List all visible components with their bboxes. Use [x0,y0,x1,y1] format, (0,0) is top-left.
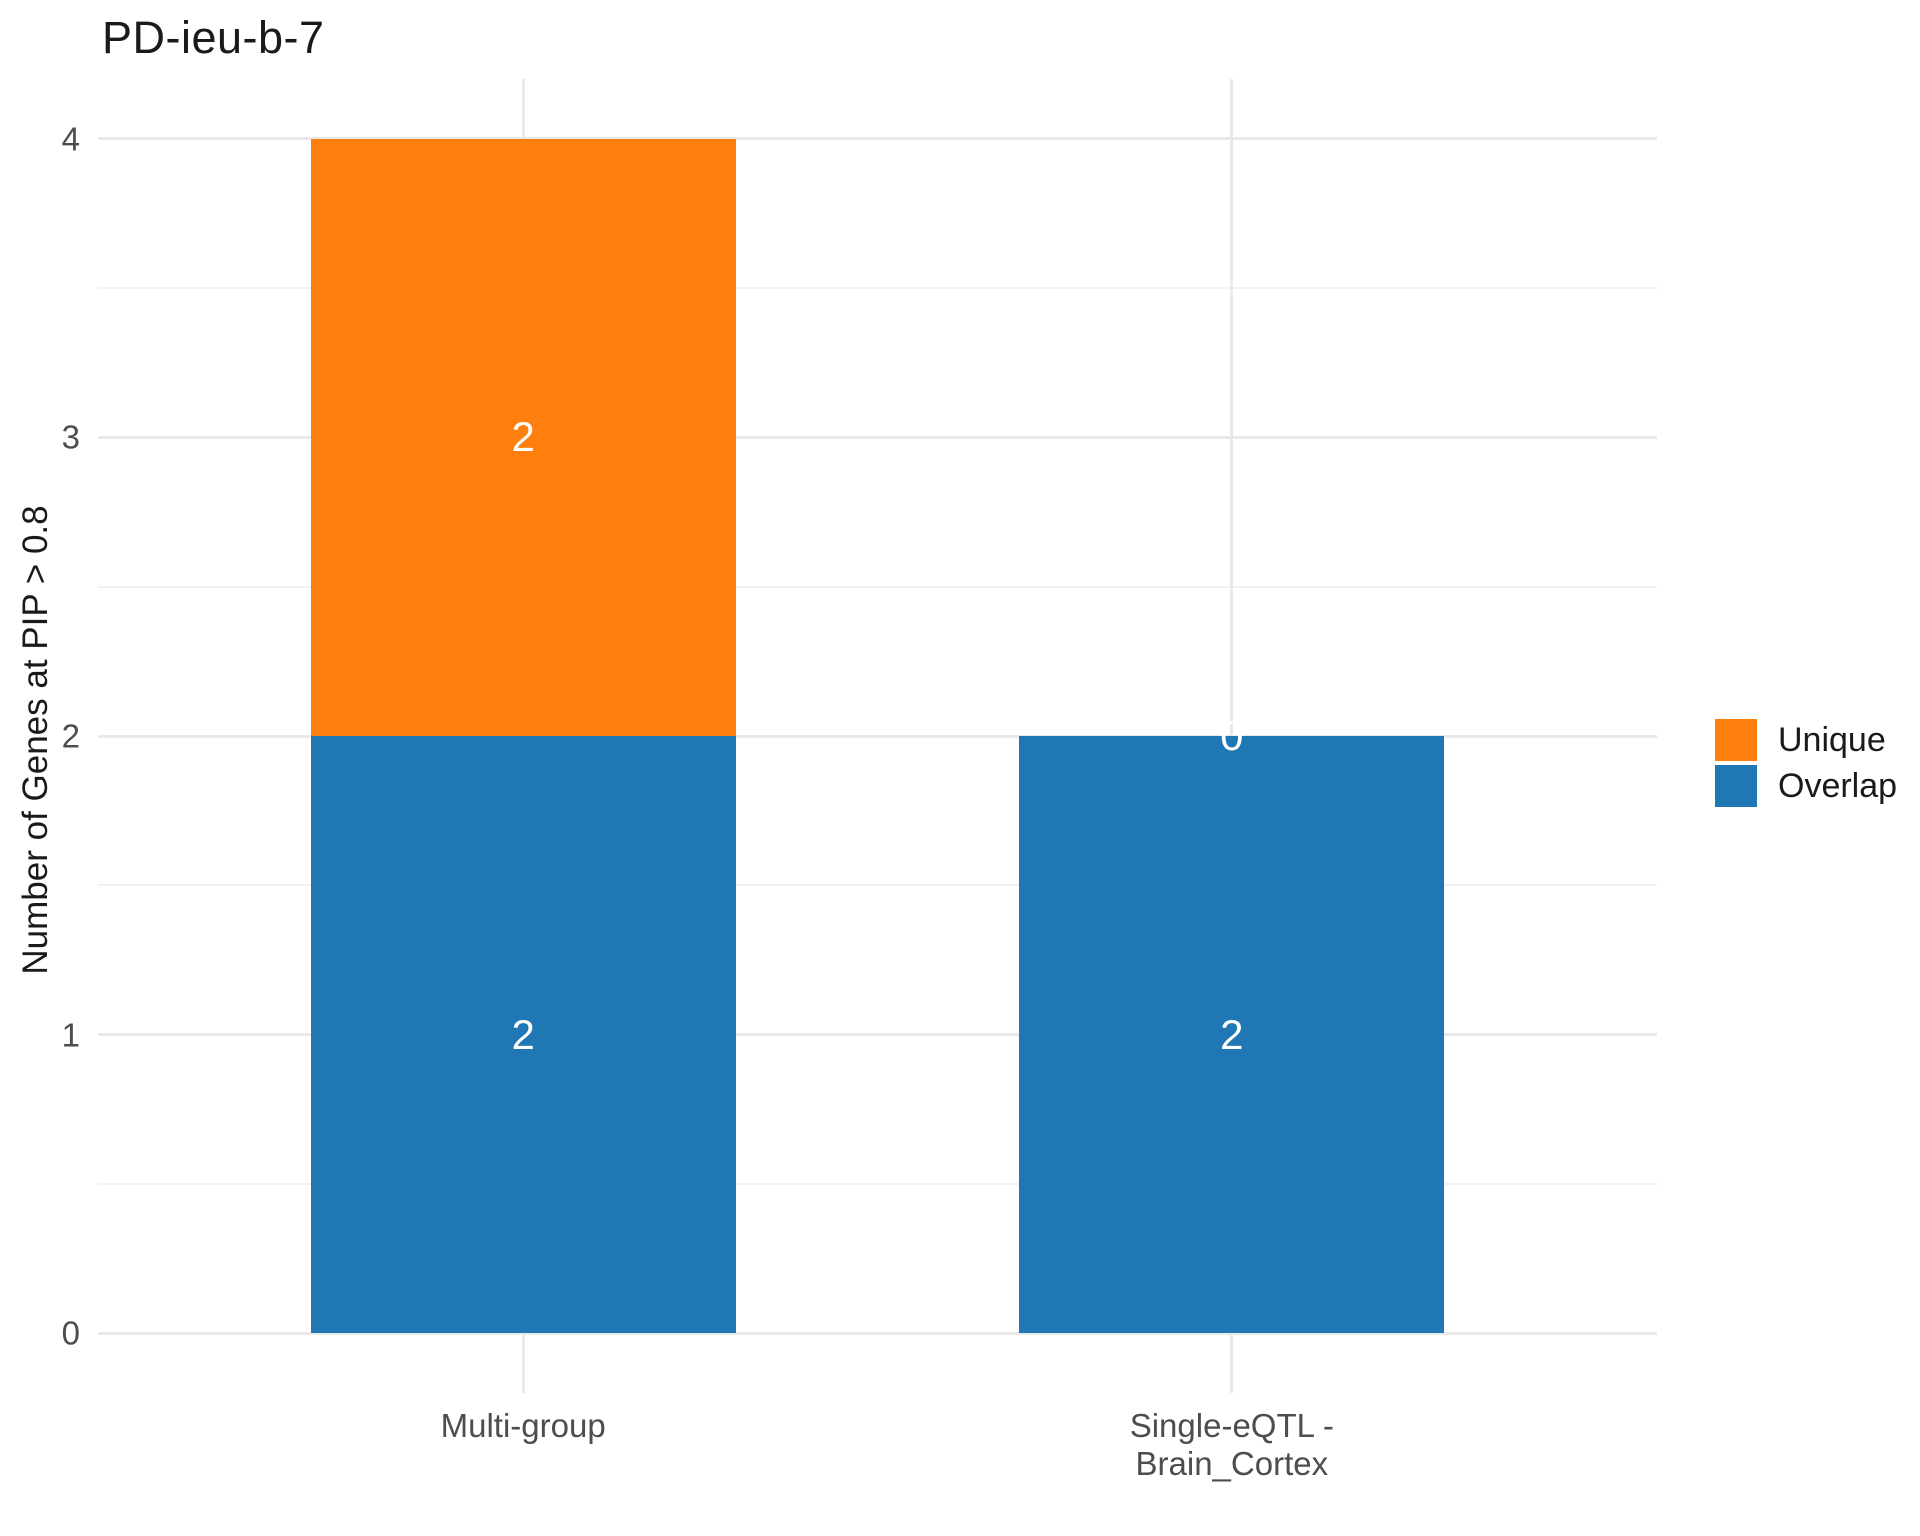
x-axis-tick-label: Multi-group [440,1407,606,1444]
minor-gridline-horizontal [98,884,1657,887]
y-axis-tick-label: 4 [61,120,80,158]
major-gridline-horizontal [98,734,1657,738]
bar-segment-overlap [1019,736,1445,1334]
minor-gridline-horizontal [98,1182,1657,1185]
legend-entry-unique: Unique [1715,719,1897,761]
legend-swatch-overlap [1715,765,1757,807]
legend-swatch-unique [1715,719,1757,761]
chart-title: PD-ieu-b-7 [102,12,325,63]
x-axis-tick-label: Single-eQTL - Brain_Cortex [1129,1407,1334,1482]
major-gridline-horizontal [98,1331,1657,1335]
y-axis-tick-label: 0 [61,1314,80,1352]
y-axis-tick-label: 3 [61,418,80,456]
y-axis-tick-label: 1 [61,1016,80,1054]
legend: Unique Overlap [1715,719,1897,811]
minor-gridline-horizontal [98,585,1657,588]
legend-label-overlap: Overlap [1778,767,1898,805]
bar-segment-unique [310,138,736,736]
major-gridline-horizontal [98,137,1657,141]
bar-value-label: 0 [1220,712,1244,759]
y-axis-tick-label: 2 [61,717,80,755]
bar-value-label: 2 [511,413,535,461]
legend-entry-overlap: Overlap [1715,765,1897,807]
major-gridline-horizontal [98,1033,1657,1037]
minor-gridline-horizontal [98,287,1657,290]
major-gridline-horizontal [98,435,1657,439]
legend-label-unique: Unique [1778,721,1886,759]
bar-segment-overlap [310,736,736,1334]
bar-value-label: 2 [1220,1010,1244,1058]
bar-value-label: 2 [511,1010,535,1058]
